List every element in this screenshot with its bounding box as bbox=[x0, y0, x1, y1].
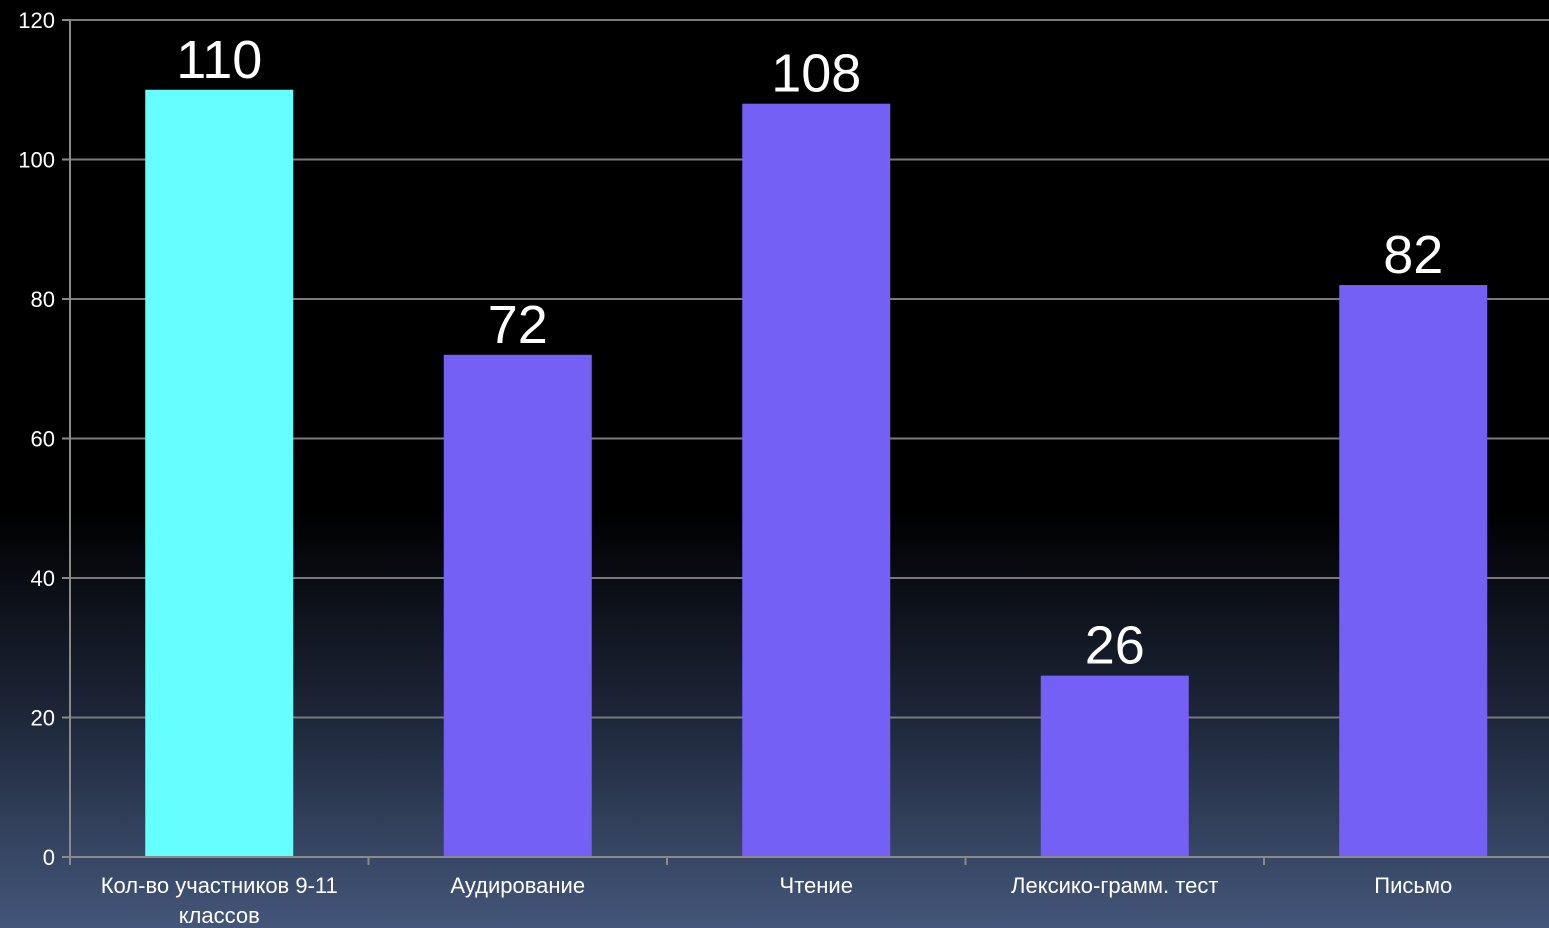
bar bbox=[1339, 285, 1488, 857]
y-tick-label: 120 bbox=[18, 8, 55, 33]
x-axis: Кол-во участников 9-11 классов Аудирование… bbox=[69, 20, 1549, 928]
x-tick-label-line: Лексико-грамм. тест bbox=[1011, 873, 1218, 898]
x-tick-label-line: Чтение bbox=[780, 873, 853, 898]
bar bbox=[145, 89, 294, 857]
x-tick-label: Письмо bbox=[1374, 873, 1452, 898]
data-label: 108 bbox=[771, 44, 861, 104]
data-labels: 110 72 108 26 82 bbox=[176, 30, 1443, 676]
x-tick-label: Аудирование bbox=[450, 873, 585, 898]
x-tick-label-line: Письмо bbox=[1374, 873, 1452, 898]
x-tick-label-line: Аудирование bbox=[450, 873, 585, 898]
y-tick-label: 40 bbox=[31, 566, 55, 591]
data-label: 82 bbox=[1383, 225, 1443, 285]
bars bbox=[145, 89, 1488, 857]
y-tick-label: 20 bbox=[31, 706, 55, 731]
x-tick-label-line: классов bbox=[179, 903, 260, 928]
bar bbox=[1040, 675, 1189, 857]
data-label: 26 bbox=[1085, 616, 1145, 676]
data-label: 110 bbox=[176, 30, 262, 90]
y-tick-label: 60 bbox=[31, 427, 55, 452]
x-tick-label: Чтение bbox=[780, 873, 853, 898]
y-tick-label: 0 bbox=[43, 845, 55, 870]
y-tick-label: 80 bbox=[31, 287, 55, 312]
bar bbox=[742, 103, 891, 857]
y-axis-ticks: 0 20 40 60 80 100 120 bbox=[18, 8, 70, 870]
x-tick-label-line: Кол-во участников 9-11 bbox=[101, 873, 338, 898]
x-tick-label: Лексико-грамм. тест bbox=[1011, 873, 1218, 898]
y-tick-label: 100 bbox=[18, 148, 55, 173]
data-label: 72 bbox=[488, 295, 548, 355]
x-tick-label: Кол-во участников 9-11 классов bbox=[101, 873, 338, 928]
bar bbox=[443, 354, 592, 857]
